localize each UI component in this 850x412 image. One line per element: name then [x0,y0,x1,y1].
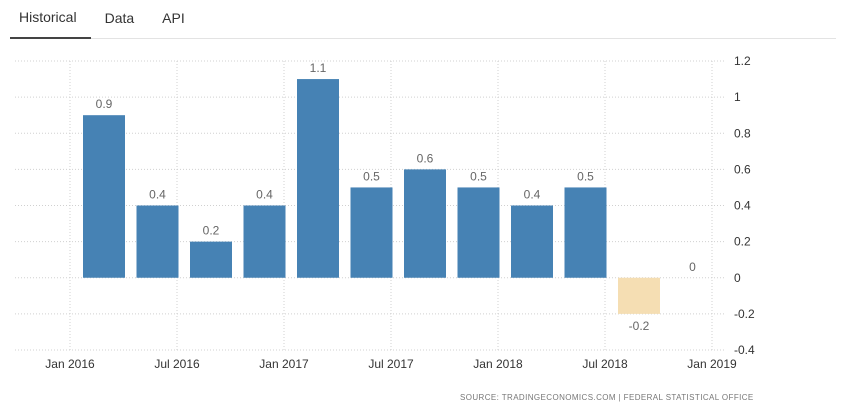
x-tick-label: Jan 2017 [259,357,309,371]
bar-data-label: 0.2 [203,224,220,238]
y-tick-label: 0.6 [734,162,751,176]
y-tick-label: 1 [734,90,741,104]
tab-data[interactable]: Data [104,10,135,26]
tab-api[interactable]: API [162,10,185,26]
bar[interactable] [404,169,446,278]
bar[interactable] [136,205,179,278]
chart-data-labels: 0.9 0.4 0.2 0.4 1.1 0.5 0.6 0.5 0.4 0.5 -0.2 0 [96,61,697,333]
x-tick-label: Jan 2018 [473,357,523,371]
bar-data-label: 0.4 [256,188,273,202]
tab-historical[interactable]: Historical [10,9,91,39]
bar-data-label: 0.9 [96,97,113,111]
bar-data-label: 0.4 [524,188,541,202]
bar[interactable] [297,79,339,278]
bar-data-label: 0.5 [470,169,487,183]
bar[interactable] [618,277,660,314]
bar-data-label: 0.5 [363,169,380,183]
bar[interactable] [350,187,393,278]
x-axis-ticks: Jan 2016 Jul 2016 Jan 2017 Jul 2017 Jan 2018… [45,357,737,371]
bar-data-label: 0.4 [149,188,166,202]
bar-data-label: 0.5 [577,169,594,183]
y-tick-label: 0.2 [734,235,751,249]
gdp-growth-bar-chart: 0.9 0.4 0.2 0.4 1.1 0.5 0.6 0.5 0.4 0.5 -0.2 0 Jan … [15,54,755,371]
tab-bar: Historical Data API [10,0,836,39]
bar[interactable] [564,187,607,278]
chart-bars [83,79,660,314]
y-tick-label: 0 [734,271,741,285]
bar[interactable] [457,187,500,278]
bar[interactable] [511,205,553,278]
x-tick-label: Jul 2016 [154,357,200,371]
x-tick-label: Jul 2018 [582,357,628,371]
source-note: SOURCE: TRADINGECONOMICS.COM | FEDERAL S… [460,393,754,402]
bar[interactable] [83,115,125,278]
x-tick-label: Jan 2019 [687,357,737,371]
bar[interactable] [243,205,286,278]
y-tick-label: -0.2 [734,307,755,321]
bar-data-label: 1.1 [310,61,327,75]
y-axis-ticks: 1.2 1 0.8 0.6 0.4 0.2 0 -0.2 -0.4 [734,54,755,357]
x-tick-label: Jul 2017 [368,357,414,371]
bar-data-label: 0 [689,260,696,274]
y-tick-label: 1.2 [734,54,751,68]
bar-data-label: -0.2 [629,319,650,333]
x-tick-label: Jan 2016 [45,357,95,371]
y-tick-label: 0.8 [734,126,751,140]
y-tick-label: 0.4 [734,199,751,213]
bar[interactable] [190,241,232,278]
bar-data-label: 0.6 [417,151,434,165]
y-tick-label: -0.4 [734,343,755,357]
